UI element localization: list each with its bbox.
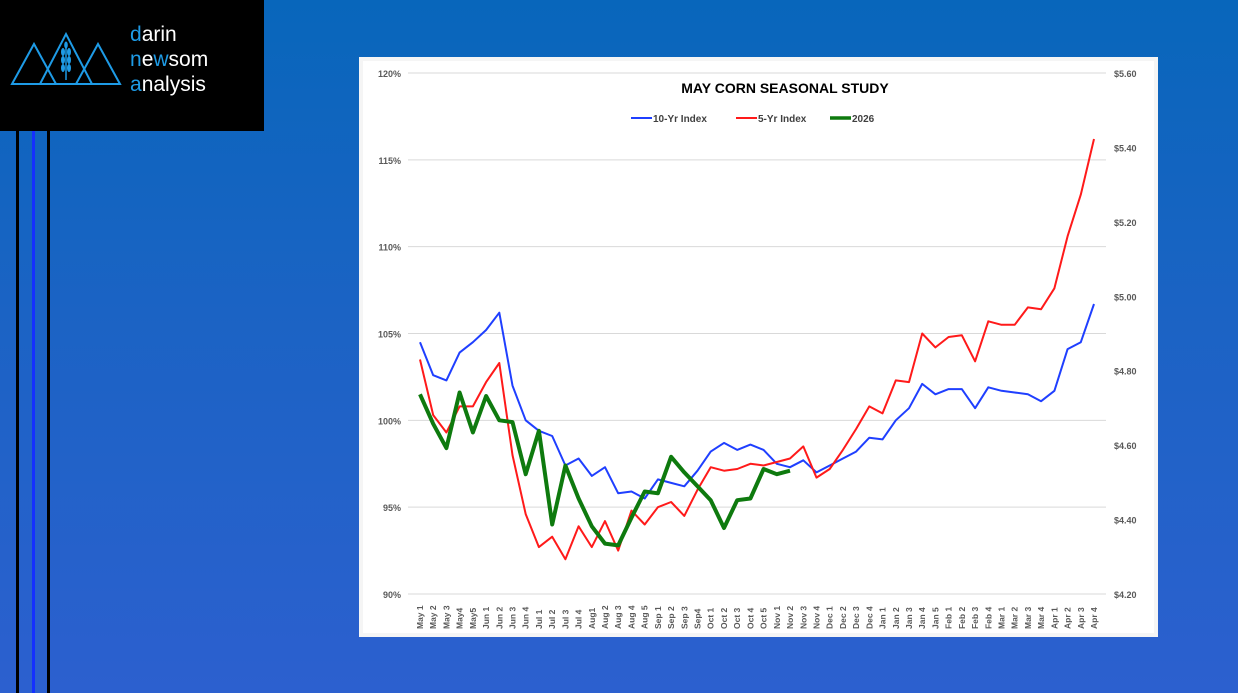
y2-tick-label: $5.40 <box>1114 143 1137 153</box>
x-tick-label: Jul 1 <box>534 609 544 629</box>
x-tick-label: Nov 1 <box>772 606 782 629</box>
seasonal-chart: 90% 95% 100% 105% 110% 115% 120% $4.20 $4.40 $4.… <box>363 61 1154 633</box>
y-tick-label: 90% <box>383 590 401 600</box>
x-tick-label: Nov 3 <box>798 606 808 629</box>
x-tick-label: Jan 2 <box>891 607 901 629</box>
x-tick-label: Feb 1 <box>944 607 954 629</box>
logo-wordmark: darin newsom analysis <box>130 22 208 97</box>
y-tick-label: 120% <box>378 69 401 79</box>
logo: darin newsom analysis <box>0 0 264 131</box>
x-tick-label: Sep4 <box>693 608 703 629</box>
x-tick-label: Jul 4 <box>574 609 584 629</box>
legend-label: 5-Yr Index <box>758 114 807 125</box>
series-line-2026 <box>418 390 791 548</box>
x-tick-label: Mar 2 <box>1010 607 1020 629</box>
series-line-5-yr-index <box>419 138 1095 561</box>
logo-text-part: arin <box>141 23 177 46</box>
x-tick-label: Aug 3 <box>613 605 623 629</box>
x-tick-label: Jun 1 <box>481 607 491 629</box>
x-tick-label: Aug 5 <box>640 605 650 629</box>
x-tick-label: May 2 <box>428 605 438 629</box>
y-tick-label: 95% <box>383 503 401 513</box>
legend-label: 2026 <box>852 114 875 125</box>
y-tick-label: 115% <box>378 156 401 166</box>
y2-tick-label: $5.00 <box>1114 292 1137 302</box>
mountain-wheat-icon <box>10 31 122 85</box>
x-tick-label: Jul 2 <box>547 609 557 629</box>
x-tick-label: Dec 3 <box>851 606 861 629</box>
legend-item: 10-Yr Index <box>631 114 707 125</box>
legend: 10-Yr Index 5-Yr Index 2026 <box>631 114 875 125</box>
logo-text-part: som <box>168 48 209 71</box>
x-tick-label: Mar 1 <box>996 607 1006 629</box>
y2-tick-label: $4.60 <box>1114 441 1137 451</box>
logo-letter: w <box>153 48 169 71</box>
x-tick-label: Dec 1 <box>825 606 835 629</box>
y-tick-label: 100% <box>378 416 401 426</box>
x-tick-label: Aug1 <box>587 607 597 629</box>
decorative-line-black-1 <box>16 131 19 693</box>
legend-item: 2026 <box>830 114 875 125</box>
x-tick-label: Apr 1 <box>1049 607 1059 629</box>
x-tick-label: Oct 5 <box>759 607 769 629</box>
y2-tick-label: $5.60 <box>1114 69 1137 79</box>
y-tick-label: 105% <box>378 330 401 340</box>
chart-panel: 90% 95% 100% 105% 110% 115% 120% $4.20 $4.40 $4.… <box>359 57 1158 637</box>
x-tick-label: Sep 3 <box>679 606 689 629</box>
plot-background <box>363 61 1154 633</box>
y2-tick-label: $4.80 <box>1114 367 1137 377</box>
x-tick-label: Jan 4 <box>917 607 927 629</box>
x-tick-label: Feb 3 <box>970 607 980 629</box>
x-tick-label: Apr 4 <box>1089 607 1099 629</box>
x-tick-label: Oct 4 <box>745 607 755 629</box>
x-tick-label: Mar 4 <box>1036 607 1046 629</box>
x-tick-label: Apr 2 <box>1063 607 1073 629</box>
x-tick-label: Sep 1 <box>653 606 663 629</box>
chart-title: MAY CORN SEASONAL STUDY <box>681 80 889 96</box>
x-tick-label: Dec 4 <box>864 606 874 629</box>
x-tick-label: Aug 2 <box>600 605 610 629</box>
x-tick-label: Jan 5 <box>930 607 940 629</box>
x-tick-label: May 1 <box>415 605 425 629</box>
x-tick-label: Jun 4 <box>521 607 531 629</box>
x-tick-label: Apr 3 <box>1076 607 1086 629</box>
x-tick-label: Jun 3 <box>508 607 518 629</box>
x-tick-label: Aug 4 <box>626 605 636 629</box>
legend-item: 5-Yr Index <box>736 114 807 125</box>
y2-tick-label: $5.20 <box>1114 218 1137 228</box>
x-tick-label: Nov 4 <box>811 606 821 629</box>
decorative-line-blue <box>32 131 35 693</box>
x-tick-label: Jul 3 <box>560 609 570 629</box>
x-tick-label: May4 <box>455 607 465 629</box>
x-tick-label: Jan 3 <box>904 607 914 629</box>
x-tick-label: Sep 2 <box>666 606 676 629</box>
x-tick-label: Oct 1 <box>706 607 716 629</box>
x-tick-label: Oct 2 <box>719 607 729 629</box>
x-tick-label: Jan 1 <box>878 607 888 629</box>
y2-tick-label: $4.40 <box>1114 516 1137 526</box>
x-tick-label: Nov 2 <box>785 606 795 629</box>
series-line-10-yr-index <box>419 303 1095 500</box>
x-tick-label: May 3 <box>441 605 451 629</box>
y2-tick-label: $4.20 <box>1114 590 1137 600</box>
x-tick-label: Jun 2 <box>494 607 504 629</box>
logo-letter: a <box>130 73 142 96</box>
logo-text-part: e <box>141 48 154 71</box>
decorative-line-black-2 <box>47 131 50 693</box>
x-tick-label: May5 <box>468 607 478 629</box>
x-tick-label: Oct 3 <box>732 607 742 629</box>
x-tick-label: Feb 4 <box>983 607 993 629</box>
legend-label: 10-Yr Index <box>653 114 707 125</box>
x-tick-label: Feb 2 <box>957 607 967 629</box>
x-tick-label: Dec 2 <box>838 606 848 629</box>
logo-letter: d <box>130 23 142 46</box>
y-tick-label: 110% <box>378 243 401 253</box>
logo-text-part: nalysis <box>141 73 206 96</box>
x-tick-label: Mar 3 <box>1023 607 1033 629</box>
logo-letter: n <box>130 48 142 71</box>
